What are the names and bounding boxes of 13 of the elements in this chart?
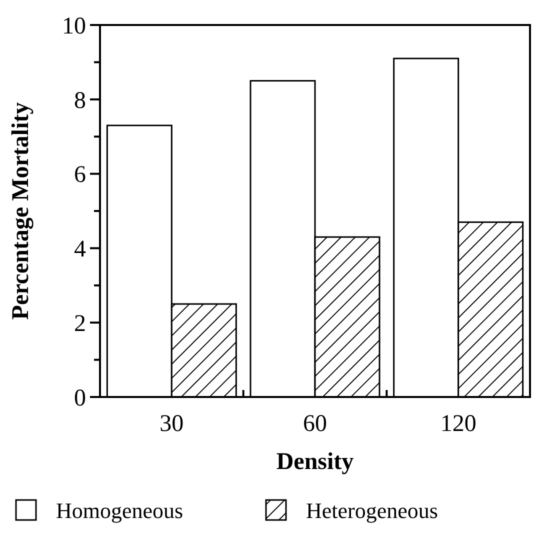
legend-label: Homogeneous bbox=[56, 498, 184, 523]
y-tick-label: 4 bbox=[74, 236, 86, 263]
y-tick-label: 10 bbox=[62, 13, 86, 40]
x-tick-label: 120 bbox=[440, 411, 476, 437]
x-tick-label: 30 bbox=[160, 411, 184, 437]
x-axis-title: Density bbox=[276, 449, 354, 475]
y-tick-label: 8 bbox=[74, 88, 86, 114]
x-tick-label: 60 bbox=[303, 411, 327, 437]
legend-label: Heterogeneous bbox=[306, 498, 438, 523]
y-tick-label: 6 bbox=[74, 162, 86, 188]
y-tick-label: 0 bbox=[74, 385, 86, 412]
y-tick-label: 2 bbox=[74, 311, 86, 337]
y-axis-title: Percentage Mortality bbox=[8, 102, 34, 320]
